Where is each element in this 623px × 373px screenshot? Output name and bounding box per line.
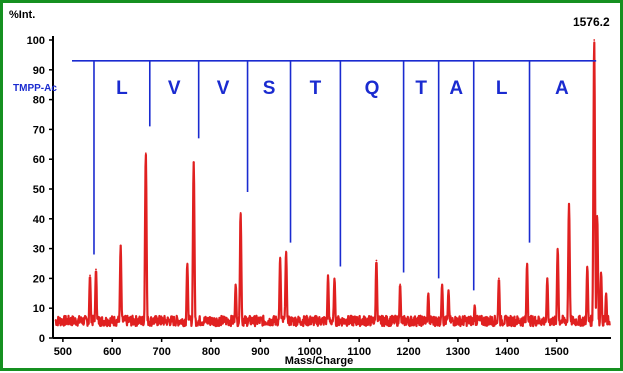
mass-spectrum-chart: 0 10 20 30 40 50 60 70 80 90 100 500 600 700 800 900 100…	[9, 9, 611, 367]
spectrum-peak	[95, 268, 97, 271]
spectrum-peak	[473, 304, 476, 307]
y-tick-label: 50	[33, 184, 45, 196]
residue-label: T	[415, 78, 427, 99]
spectrum-series	[54, 39, 611, 328]
spectrum-peak	[89, 274, 91, 277]
x-tick-label: 700	[152, 346, 170, 358]
y-tick-label: 80	[33, 95, 45, 107]
spectrum-peak	[447, 289, 450, 292]
spectrum-peak	[441, 283, 444, 286]
y-axis-title: %Int.	[9, 9, 35, 21]
residue-label: V	[168, 78, 181, 99]
spectrum-peak	[399, 283, 402, 286]
residue-label: L	[116, 78, 128, 99]
axes: 0 10 20 30 40 50 60 70 80 90 100 500 600 700 800 900 100…	[27, 35, 611, 358]
x-tick-label: 900	[251, 346, 269, 358]
x-tick-label: 1100	[347, 346, 371, 358]
y-tick-label: 90	[33, 65, 45, 77]
y-tick-label: 20	[33, 273, 45, 285]
residue-label: T	[310, 78, 322, 99]
spectrum-peak	[546, 277, 549, 280]
spectrum-peak	[596, 214, 599, 217]
spectrum-peak	[144, 152, 147, 155]
base-peak-label: 1576.2	[573, 15, 610, 29]
x-tick-label: 1000	[298, 346, 322, 358]
residue-label: S	[263, 78, 276, 99]
y-tick-label: 0	[39, 333, 45, 345]
x-tick-label: 1500	[544, 346, 568, 358]
spectrum-peak	[279, 256, 282, 259]
spectrum-peak	[568, 203, 570, 205]
spectrum-peak	[600, 271, 603, 274]
spectrum-peak	[498, 277, 500, 280]
ladder-start-label: TMPP-Ac	[13, 83, 57, 94]
y-tick-label: 10	[33, 303, 45, 315]
spectrum-peak	[333, 277, 336, 280]
x-tick-label: 800	[202, 346, 220, 358]
x-tick-label: 500	[54, 346, 72, 358]
spectrum-peak	[327, 274, 329, 277]
spectrum-peak	[556, 247, 559, 250]
spectrum-peak	[239, 211, 242, 214]
x-tick-label: 1200	[396, 346, 420, 358]
residue-label: A	[555, 78, 569, 99]
y-tick-label: 30	[33, 244, 45, 256]
x-tick-label: 1300	[446, 346, 470, 358]
y-tick-label: 100	[27, 35, 45, 47]
residue-label: Q	[365, 78, 380, 99]
spectrum-peak	[186, 262, 189, 265]
y-tick-label: 40	[33, 214, 45, 226]
spectrum-peak	[593, 39, 596, 41]
sequence-ladder: TMPP-Ac L V V S T Q T A L A	[13, 60, 597, 291]
spectrum-peak	[192, 161, 195, 164]
x-tick-label: 1400	[495, 346, 519, 358]
spectrum-peak	[375, 259, 378, 262]
x-axis-title: Mass/Charge	[285, 355, 353, 367]
x-tick-label: 600	[103, 346, 121, 358]
spectrum-peak	[427, 292, 430, 295]
y-tick-label: 70	[33, 124, 45, 136]
residue-label: A	[449, 78, 463, 99]
y-tick-label: 60	[33, 154, 45, 166]
spectrum-trace	[54, 41, 611, 328]
spectrum-peak	[605, 292, 607, 295]
spectrum-peak	[285, 250, 287, 253]
spectrum-peak	[526, 262, 528, 265]
residue-label: L	[496, 78, 508, 99]
spectrum-peak	[234, 283, 237, 286]
residue-label: V	[217, 78, 230, 99]
spectrum-peak	[586, 265, 589, 268]
spectrum-peak	[119, 244, 122, 247]
